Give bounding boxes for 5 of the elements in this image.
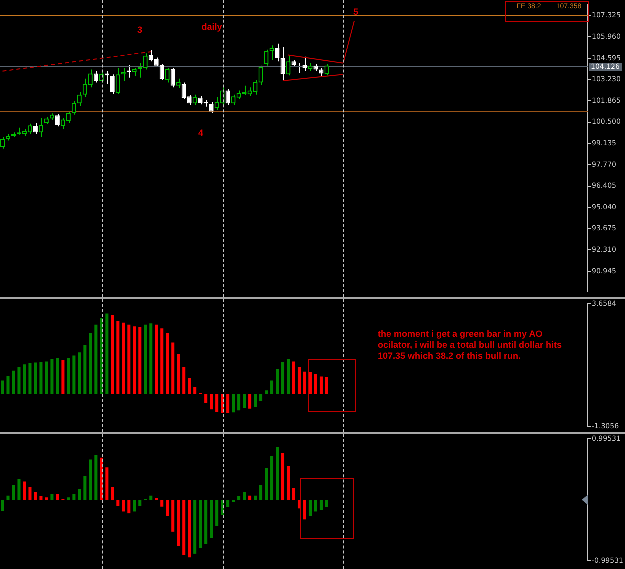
- annotation: the moment i get a green bar in my AO ocilator, i will be a total bull until dollar hits 107.35 which 38.2 of this bull run.: [378, 329, 564, 362]
- annotation: daily: [202, 22, 222, 32]
- annotation: 4: [198, 128, 204, 138]
- annotation: 3: [137, 25, 143, 35]
- annotation: 5: [353, 7, 359, 17]
